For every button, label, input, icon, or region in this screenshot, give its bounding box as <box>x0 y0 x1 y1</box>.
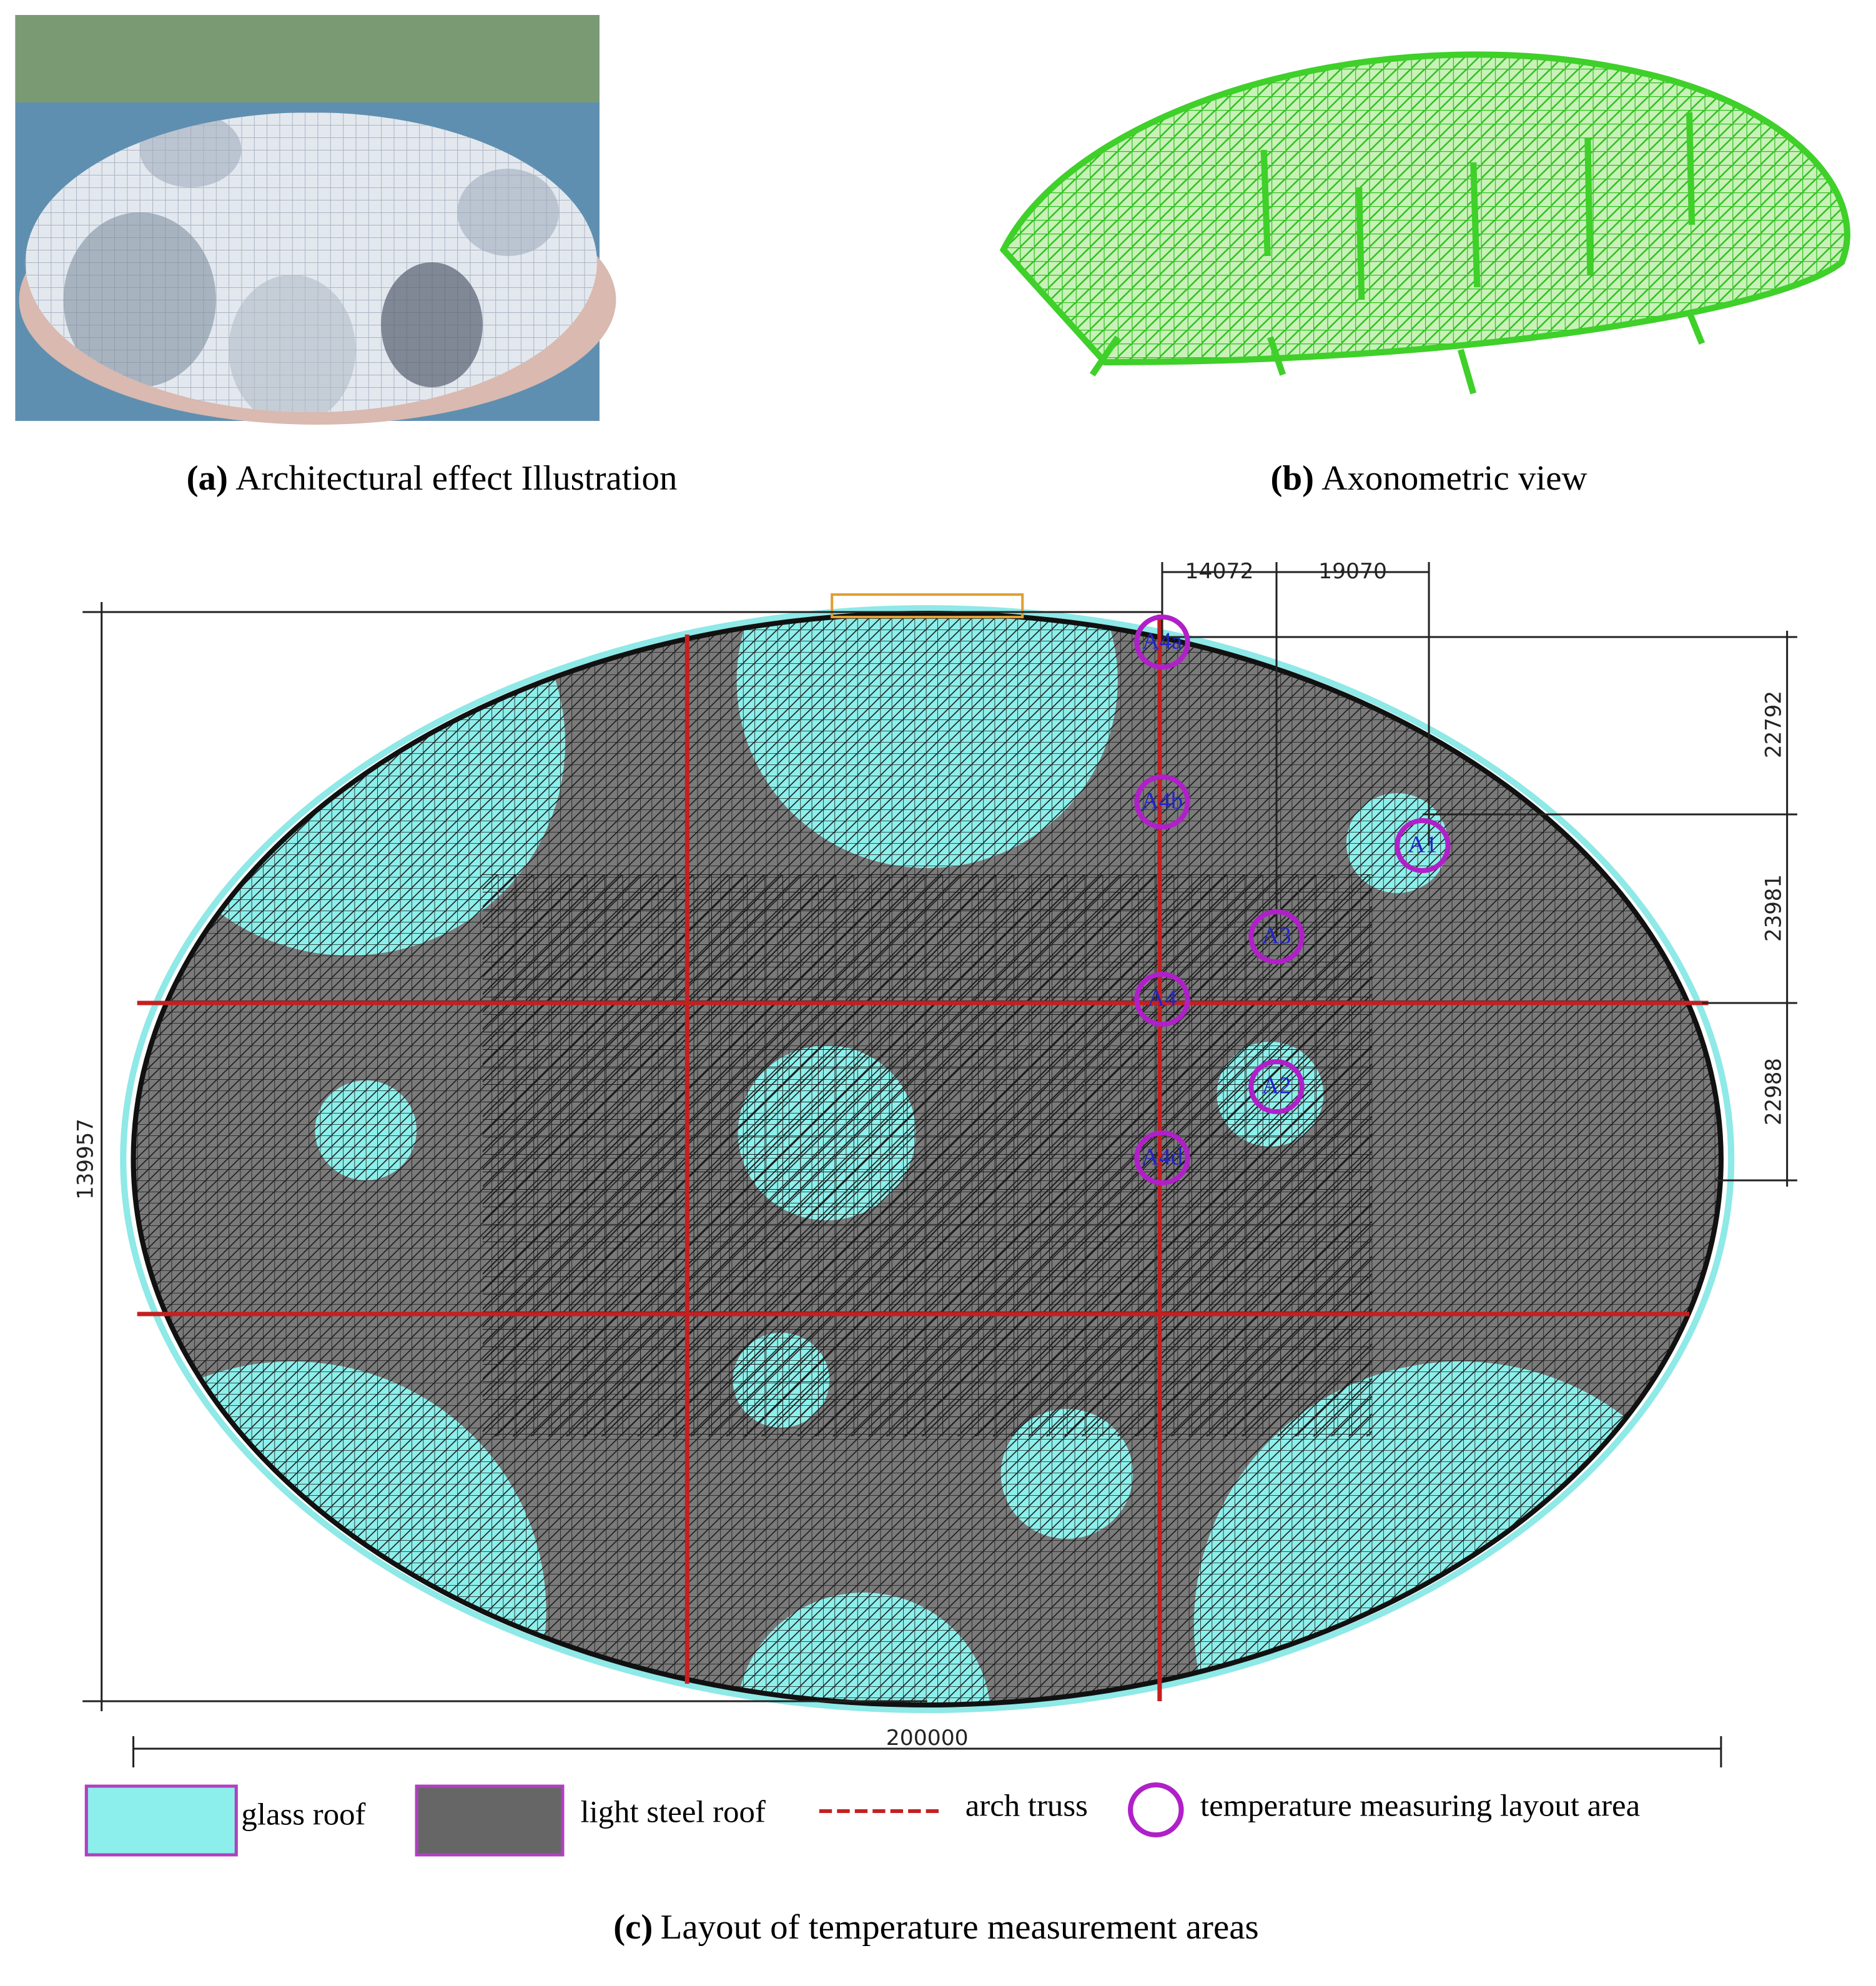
dim-right: 22792 <box>1761 691 1786 758</box>
caption-text: Axonometric view <box>1321 459 1587 497</box>
dim-right: 23981 <box>1761 874 1786 942</box>
measure-circle <box>1134 615 1190 669</box>
caption-b: (b) Axonometric view <box>1271 459 1587 497</box>
point-label: A4 <box>1147 986 1177 1012</box>
measure-circle <box>1134 1130 1190 1185</box>
measure-circle <box>1134 972 1190 1027</box>
panel-b-model <box>999 51 1850 395</box>
point-label: A4d <box>1142 1144 1183 1170</box>
point-label: A4a <box>1142 628 1182 655</box>
panel-a-image <box>15 15 616 425</box>
roof-plan <box>120 593 1735 1713</box>
caption-label: (a) <box>187 459 228 497</box>
caption-label: (c) <box>613 1908 653 1946</box>
legend-label: light steel roof <box>580 1794 766 1829</box>
legend-swatch <box>84 1784 238 1857</box>
point-label: A1 <box>1408 832 1437 858</box>
dim-bottom: 200000 <box>886 1726 969 1751</box>
measure-points: A4a A4b A1 A3 A4 A2 A4d <box>1134 615 1451 1185</box>
legend-label: glass roof <box>241 1797 365 1832</box>
legend-swatch <box>415 1784 565 1857</box>
caption-a: (a) Architectural effect Illustration <box>187 459 678 497</box>
legend: glass roof light steel roof arch truss t… <box>84 1782 1640 1857</box>
caption-text: Architectural effect Illustration <box>235 459 677 497</box>
point-label: A4b <box>1142 788 1183 814</box>
legend-swatch <box>1128 1782 1184 1837</box>
measure-circle <box>1248 1059 1305 1114</box>
caption-c: (c) Layout of temperature measurement are… <box>613 1908 1258 1946</box>
caption-text: Layout of temperature measurement areas <box>661 1908 1259 1946</box>
measure-circle <box>1134 774 1190 829</box>
dimension-lines <box>82 562 1797 1767</box>
measure-circle <box>1248 909 1305 964</box>
dim-left: 139957 <box>73 1119 98 1200</box>
point-label: A2 <box>1261 1073 1291 1099</box>
dim-right: 22988 <box>1761 1058 1786 1125</box>
legend-label: arch truss <box>965 1788 1088 1823</box>
caption-label: (b) <box>1271 459 1315 497</box>
measure-circle <box>1395 818 1451 873</box>
point-label: A3 <box>1261 923 1291 949</box>
legend-label: temperature measuring layout area <box>1200 1788 1640 1823</box>
dim-top: 19070 <box>1318 559 1387 584</box>
dim-top: 14072 <box>1185 559 1254 584</box>
